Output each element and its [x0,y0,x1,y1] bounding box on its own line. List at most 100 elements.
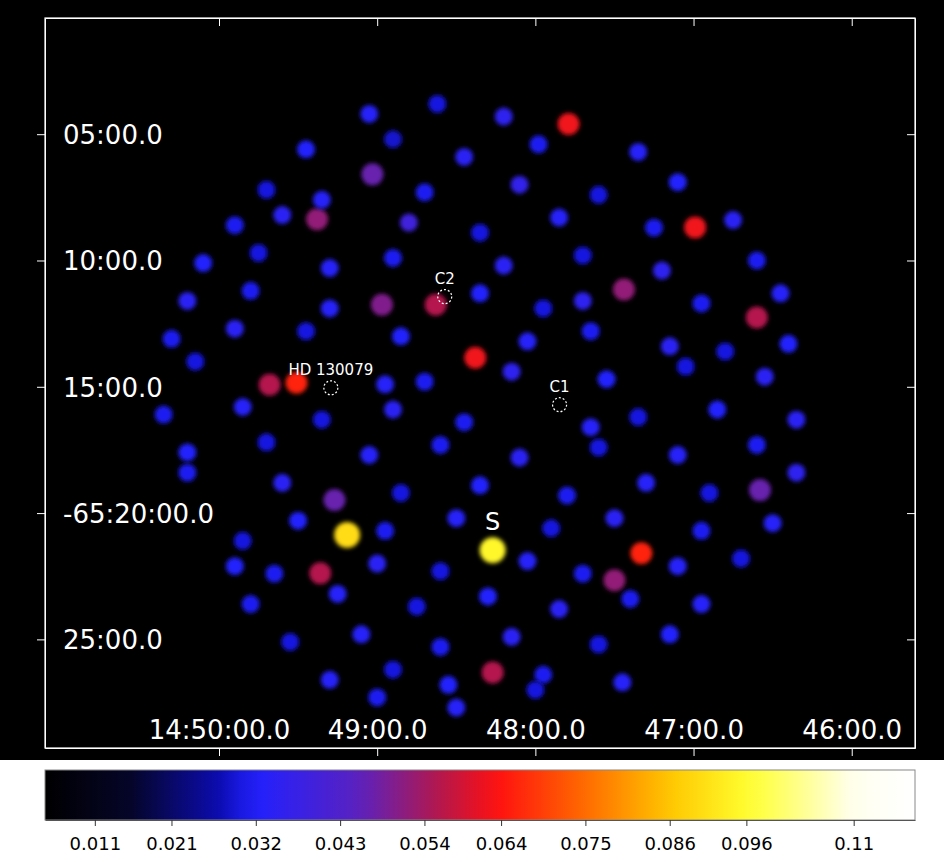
tick-mark [95,820,96,826]
source-blob [550,209,568,227]
source-blob [526,681,544,699]
tick-mark [907,134,915,135]
tick [907,260,915,261]
tick-mark [37,134,45,135]
annotation-label: C1 [550,378,570,396]
source-blob [297,322,315,340]
tick-mark [535,748,536,756]
tick [907,513,915,514]
source-blob [368,688,386,706]
tick: 0.064 [476,820,528,854]
tick-label: 0.064 [476,833,528,854]
source-blob [194,254,212,272]
tick-mark [37,639,45,640]
source-blob [455,148,473,166]
source-blob [511,449,529,467]
source-blob [542,519,560,537]
source-blob [605,509,623,527]
region-marker [553,398,567,412]
source-blob [764,514,782,532]
source-blob [787,411,805,429]
source-blob [590,186,608,204]
source-blob [621,590,639,608]
tick-mark [37,513,45,514]
source-blob [558,113,580,135]
source-blob [360,446,378,464]
source-blob [534,666,552,684]
x-axis-top [46,18,916,26]
source-blob [746,307,768,329]
source-blob [376,522,394,540]
tick [907,639,915,640]
source-blob [400,214,418,232]
source-blob [692,294,710,312]
source-blob [242,595,260,613]
source-blob [226,320,244,338]
source-blob [530,135,548,153]
tick-label: 0.054 [399,833,451,854]
source-blob [257,433,275,451]
tick: 0.011 [70,820,122,854]
tick-mark [694,748,695,756]
source-blob [321,299,339,317]
source-blob [471,284,489,302]
tick-label: 0.096 [721,833,773,854]
source-blob [361,163,383,185]
source-blob [313,411,331,429]
tick-mark [852,748,853,756]
tick: 48:00.0 [486,715,586,756]
tick: 0.054 [399,820,451,854]
tick-label: 46:00.0 [802,715,902,745]
source-blob [289,512,307,530]
annotation-label: S [485,508,500,536]
source-blob [645,219,663,237]
source-blob [471,476,489,494]
tick-label: 15:00.0 [63,373,163,403]
source-blob [613,673,631,691]
tick-label: 0.021 [146,833,198,854]
source-blob [392,327,410,345]
source-blob [787,464,805,482]
source-blob [574,246,592,264]
tick [907,387,915,388]
tick: 49:00.0 [328,715,428,756]
tick-mark [585,820,586,826]
tick [907,134,915,135]
source-blob [234,398,252,416]
tick-mark [377,748,378,756]
tick [852,18,853,26]
tick-mark [219,18,220,26]
annotations: C2HD 130079C1S [288,270,569,537]
tick-label: 25:00.0 [63,625,163,655]
source-blob [700,484,718,502]
source-blob [306,208,328,230]
colorbar-panel [0,760,944,862]
source-blob [724,211,742,229]
source-blob [495,257,513,275]
source-blob [321,671,339,689]
tick-label: 10:00.0 [63,246,163,276]
source-blob [384,401,402,419]
tick-mark [424,820,425,826]
source-blob [431,436,449,454]
tick-mark [746,820,747,826]
source-blob [323,489,345,511]
source-blob [431,638,449,656]
source-blob [779,335,797,353]
source-blob [334,522,360,548]
source-blob [590,635,608,653]
tick [694,18,695,26]
tick: 0.075 [560,820,612,854]
source-blob [416,373,434,391]
chart-root: 14:50:00.049:00.048:00.047:00.046:00.005… [0,0,944,862]
tick-mark [256,820,257,826]
source-blob [313,191,331,209]
source-blob [464,347,486,369]
tick-mark [694,18,695,26]
source-blob [669,557,687,575]
source-blob [226,216,244,234]
tick: 0.096 [721,820,773,854]
source-blob [550,600,568,618]
source-blob [653,262,671,280]
tick-label: -65:20:00.0 [63,499,214,529]
